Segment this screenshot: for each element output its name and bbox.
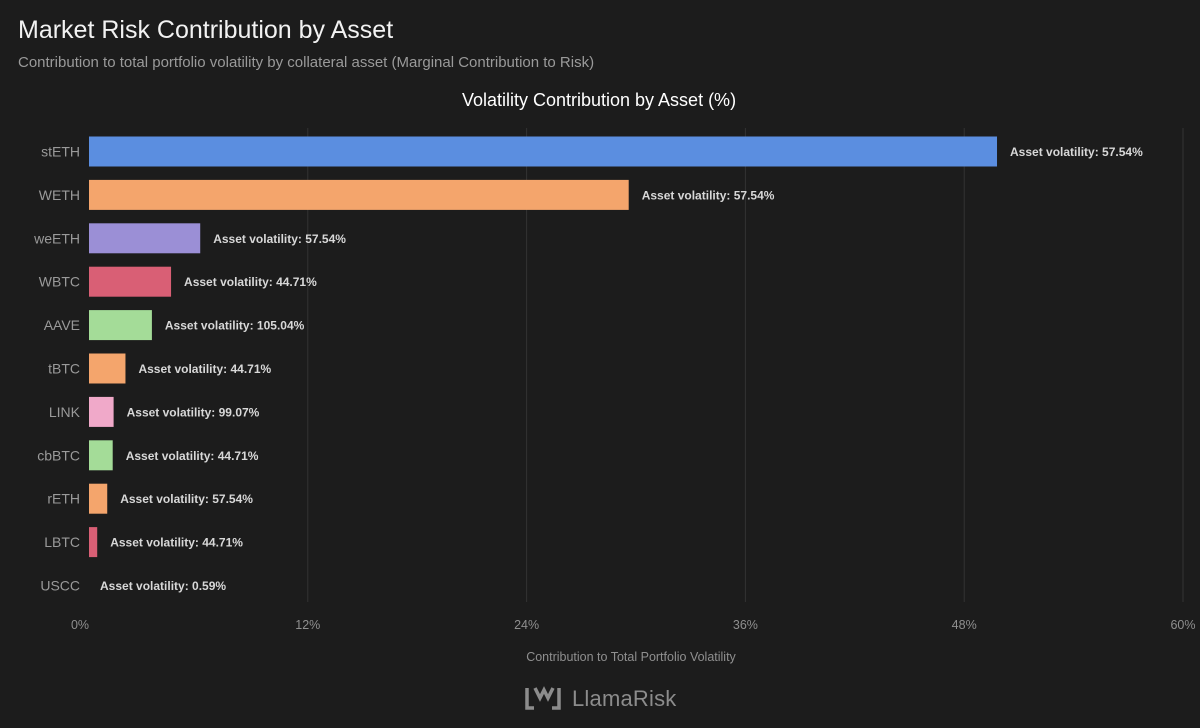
data-label-aave: Asset volatility: 105.04% xyxy=(165,319,305,333)
page-subtitle: Contribution to total portfolio volatili… xyxy=(18,54,595,71)
volatility-contribution-chart: Volatility Contribution by Asset (%) stE… xyxy=(33,90,1196,664)
x-tick-label: 0% xyxy=(71,618,89,632)
category-label-reth: rETH xyxy=(47,491,80,507)
category-label-tbtc: tBTC xyxy=(48,361,80,377)
data-label-link: Asset volatility: 99.07% xyxy=(127,405,260,419)
category-labels: stETH WETH weETH WBTC AAVE tBTC LINK cbBTC rETH L… xyxy=(33,144,81,594)
bar-cbbtc xyxy=(89,440,113,471)
data-label-tbtc: Asset volatility: 44.71% xyxy=(138,362,271,376)
bar-lbtc xyxy=(89,527,98,558)
bar-tbtc xyxy=(89,353,126,384)
data-label-weeth: Asset volatility: 57.54% xyxy=(213,232,346,246)
data-label-uscc: Asset volatility: 0.59% xyxy=(100,579,226,593)
category-label-wbtc: WBTC xyxy=(39,274,80,290)
category-label-weth: WETH xyxy=(39,187,80,203)
category-label-weeth: weETH xyxy=(33,230,80,246)
data-label-weth: Asset volatility: 57.54% xyxy=(642,188,775,202)
category-label-link: LINK xyxy=(49,404,81,420)
data-labels: Asset volatility: 57.54% Asset volatility… xyxy=(100,145,1143,593)
bar-link xyxy=(89,396,114,427)
category-label-aave: AAVE xyxy=(44,317,80,333)
bar-wbtc xyxy=(89,266,172,297)
x-tick-label: 60% xyxy=(1170,618,1195,632)
x-tick-label: 36% xyxy=(733,618,758,632)
category-label-steth: stETH xyxy=(41,144,80,160)
footer-logo: LlamaRisk xyxy=(524,686,677,712)
data-label-wbtc: Asset volatility: 44.71% xyxy=(184,275,317,289)
x-tick-label: 24% xyxy=(514,618,539,632)
bar-reth xyxy=(89,483,108,514)
x-axis-ticks: 0% 12% 24% 36% 48% 60% xyxy=(71,618,1196,632)
category-label-cbbtc: cbBTC xyxy=(37,447,80,463)
footer-brand: LlamaRisk xyxy=(572,686,677,711)
data-label-lbtc: Asset volatility: 44.71% xyxy=(110,536,243,550)
x-tick-label: 12% xyxy=(295,618,320,632)
category-label-lbtc: LBTC xyxy=(44,534,80,550)
llamarisk-logo-icon xyxy=(525,686,561,710)
chart-title: Volatility Contribution by Asset (%) xyxy=(462,90,736,110)
page-title: Market Risk Contribution by Asset xyxy=(18,16,394,44)
bar-aave xyxy=(89,310,152,341)
data-label-reth: Asset volatility: 57.54% xyxy=(120,492,253,506)
category-label-uscc: USCC xyxy=(40,578,80,594)
data-label-steth: Asset volatility: 57.54% xyxy=(1010,145,1143,159)
bar-steth xyxy=(89,136,998,167)
bar-weth xyxy=(89,179,629,210)
data-label-cbbtc: Asset volatility: 44.71% xyxy=(126,449,259,463)
bars xyxy=(89,136,998,558)
x-tick-label: 48% xyxy=(952,618,977,632)
x-axis-label: Contribution to Total Portfolio Volatili… xyxy=(526,650,736,664)
bar-weeth xyxy=(89,223,201,254)
